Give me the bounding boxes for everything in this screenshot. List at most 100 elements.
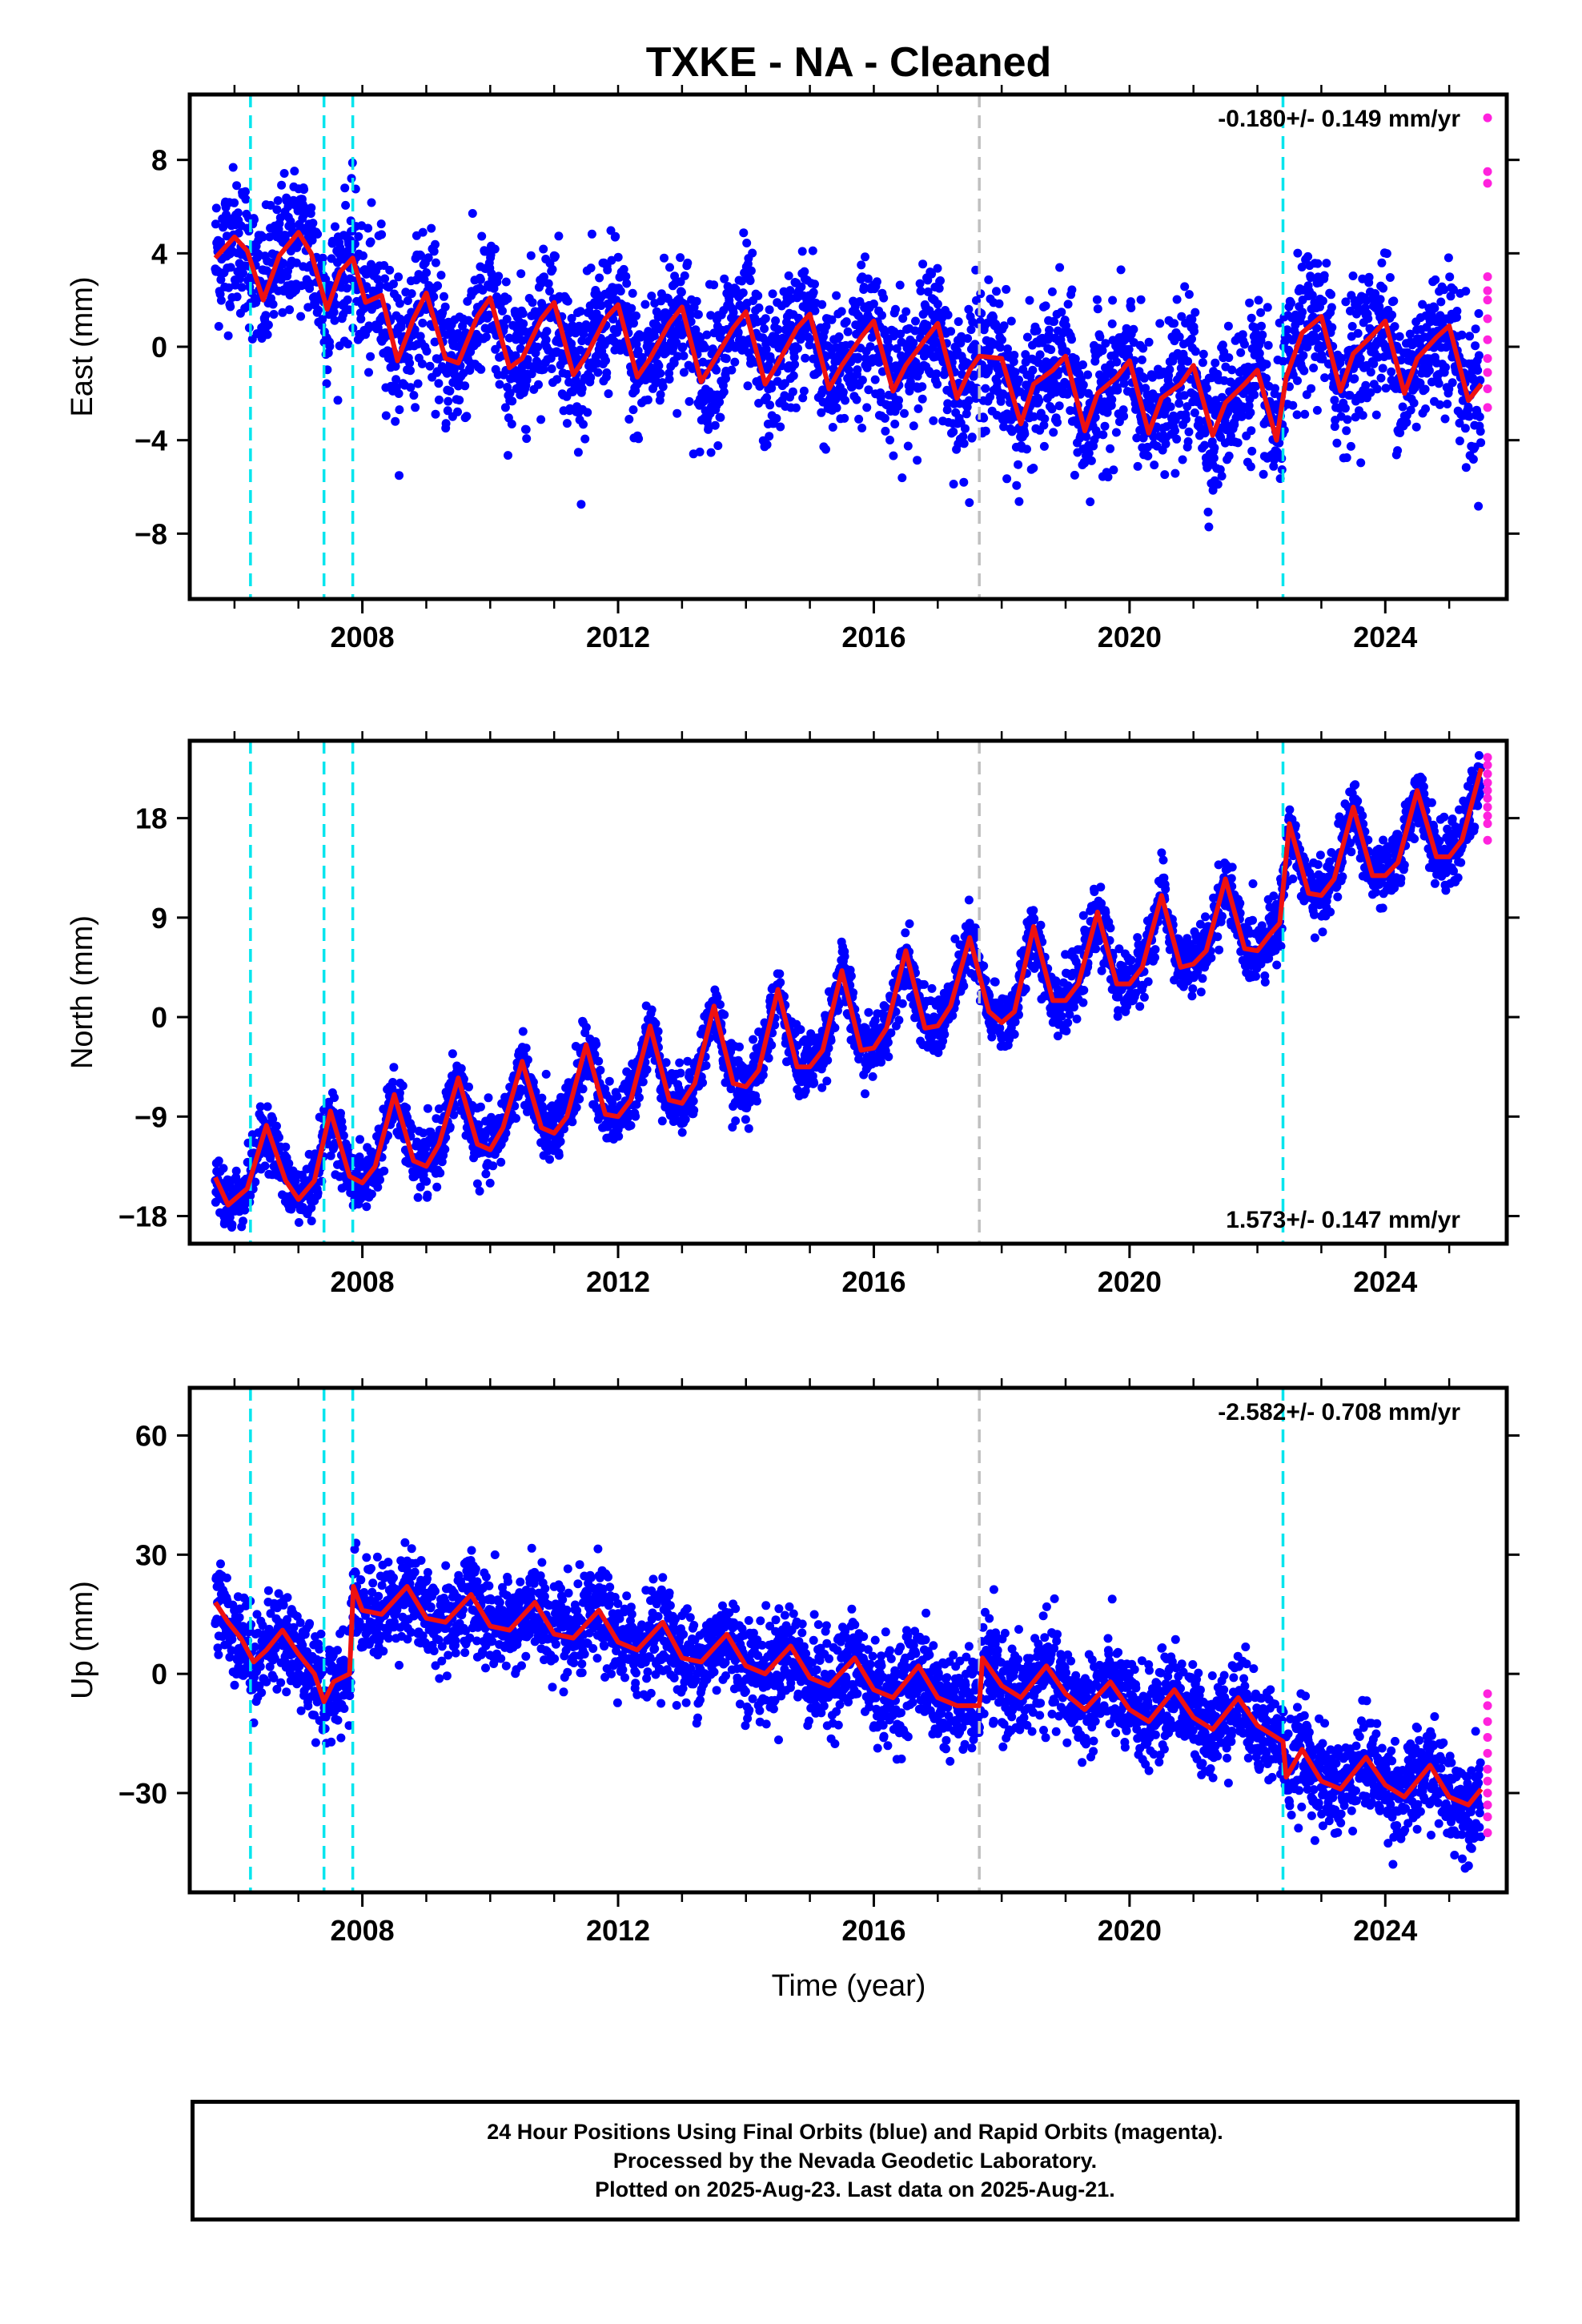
- final-orbit-point: [518, 309, 528, 318]
- final-orbit-point: [1150, 460, 1159, 470]
- final-orbit-point: [1137, 355, 1146, 364]
- final-orbit-point: [672, 338, 681, 348]
- final-orbit-point: [539, 364, 548, 374]
- final-orbit-point: [1022, 332, 1032, 342]
- final-orbit-point: [710, 420, 720, 430]
- final-orbit-point: [219, 1164, 228, 1173]
- final-orbit-point: [416, 332, 425, 341]
- final-orbit-point: [817, 300, 827, 309]
- final-orbit-point: [596, 1065, 605, 1075]
- final-orbit-point: [246, 1191, 255, 1200]
- final-orbit-point: [1474, 501, 1484, 511]
- final-orbit-point: [1100, 421, 1110, 431]
- final-orbit-point: [1395, 428, 1405, 437]
- final-orbit-point: [1293, 376, 1302, 385]
- final-orbit-point: [647, 292, 656, 301]
- final-orbit-point: [870, 375, 880, 384]
- y-tick-label: 0: [151, 331, 167, 364]
- final-orbit-point: [701, 343, 710, 352]
- final-orbit-point: [956, 338, 966, 348]
- final-orbit-point: [1279, 356, 1288, 366]
- final-orbit-point: [1020, 429, 1030, 439]
- y-tick-label: 8: [151, 144, 167, 177]
- final-orbit-point: [1389, 296, 1399, 306]
- final-orbit-point: [1183, 356, 1193, 366]
- final-orbit-point: [544, 279, 553, 288]
- final-orbit-point: [1355, 354, 1365, 364]
- final-orbit-point: [1415, 378, 1425, 388]
- final-orbit-point: [500, 322, 509, 332]
- final-orbit-point: [1340, 404, 1350, 413]
- final-orbit-point: [1053, 417, 1062, 427]
- final-orbit-point: [290, 167, 299, 176]
- final-orbit-point: [394, 389, 404, 398]
- final-orbit-point: [330, 316, 339, 325]
- final-orbit-point: [665, 263, 674, 272]
- final-orbit-point: [971, 265, 981, 275]
- final-orbit-point: [1223, 321, 1233, 331]
- x-tick-label: 2012: [586, 621, 650, 653]
- final-orbit-point: [1119, 412, 1129, 421]
- final-orbit-point: [453, 407, 462, 416]
- final-orbit-point: [1327, 290, 1335, 300]
- final-orbit-point: [303, 303, 313, 312]
- final-orbit-point: [476, 364, 486, 374]
- final-orbit-point: [1406, 405, 1415, 415]
- final-orbit-point: [521, 1043, 531, 1053]
- final-orbit-point: [1227, 365, 1237, 375]
- final-orbit-point: [552, 375, 562, 384]
- final-orbit-point: [586, 373, 596, 382]
- final-orbit-point: [505, 388, 515, 398]
- rapid-orbit-point: [1483, 354, 1492, 364]
- final-orbit-point: [632, 311, 640, 320]
- final-orbit-point: [507, 420, 516, 428]
- final-orbit-point: [519, 319, 528, 328]
- final-orbit-point: [533, 342, 543, 352]
- final-orbit-point: [554, 1151, 564, 1160]
- model-line-east: [213, 230, 1484, 443]
- final-orbit-point: [841, 396, 850, 405]
- final-orbit-point: [362, 1202, 371, 1212]
- final-orbit-point: [616, 287, 625, 296]
- final-orbit-point: [1103, 472, 1113, 482]
- final-orbit-point: [1021, 350, 1030, 360]
- final-orbit-point: [1136, 295, 1146, 304]
- final-orbit-point: [476, 1102, 485, 1112]
- final-orbit-point: [1322, 259, 1331, 268]
- final-orbit-point: [1034, 358, 1043, 368]
- final-orbit-point: [861, 252, 869, 262]
- final-orbit-point: [596, 301, 606, 311]
- final-orbit-point: [403, 296, 412, 305]
- final-orbit-point: [1297, 263, 1307, 271]
- plot-area-east: [211, 94, 1492, 599]
- final-orbit-point: [226, 302, 235, 312]
- final-orbit-point: [1375, 302, 1384, 312]
- final-orbit-point: [481, 1169, 491, 1179]
- final-orbit-point: [427, 223, 436, 233]
- final-orbit-point: [440, 292, 448, 301]
- final-orbit-point: [1256, 308, 1266, 317]
- final-orbit-point: [1116, 265, 1126, 275]
- final-orbit-point: [1342, 426, 1351, 436]
- final-orbit-point: [1092, 295, 1102, 304]
- final-orbit-point: [796, 335, 805, 344]
- final-orbit-point: [465, 366, 475, 375]
- final-orbit-point: [903, 441, 913, 451]
- final-orbit-point: [1138, 344, 1148, 353]
- final-orbit-point: [373, 1183, 383, 1192]
- final-orbit-point: [562, 419, 572, 428]
- final-orbit-point: [702, 330, 712, 340]
- rapid-orbit-point: [1483, 167, 1492, 176]
- final-orbit-point: [296, 312, 306, 321]
- final-orbit-point: [1172, 434, 1182, 444]
- final-orbit-point: [576, 307, 585, 316]
- final-orbit-point: [1341, 297, 1351, 307]
- final-orbit-point: [1319, 271, 1329, 280]
- final-orbit-point: [1170, 319, 1179, 328]
- final-orbit-point: [967, 432, 977, 442]
- final-orbit-point: [1330, 396, 1339, 405]
- final-orbit-point: [577, 336, 587, 346]
- final-orbit-point: [1230, 420, 1239, 429]
- final-orbit-point: [634, 434, 644, 444]
- final-orbit-point: [1172, 295, 1182, 304]
